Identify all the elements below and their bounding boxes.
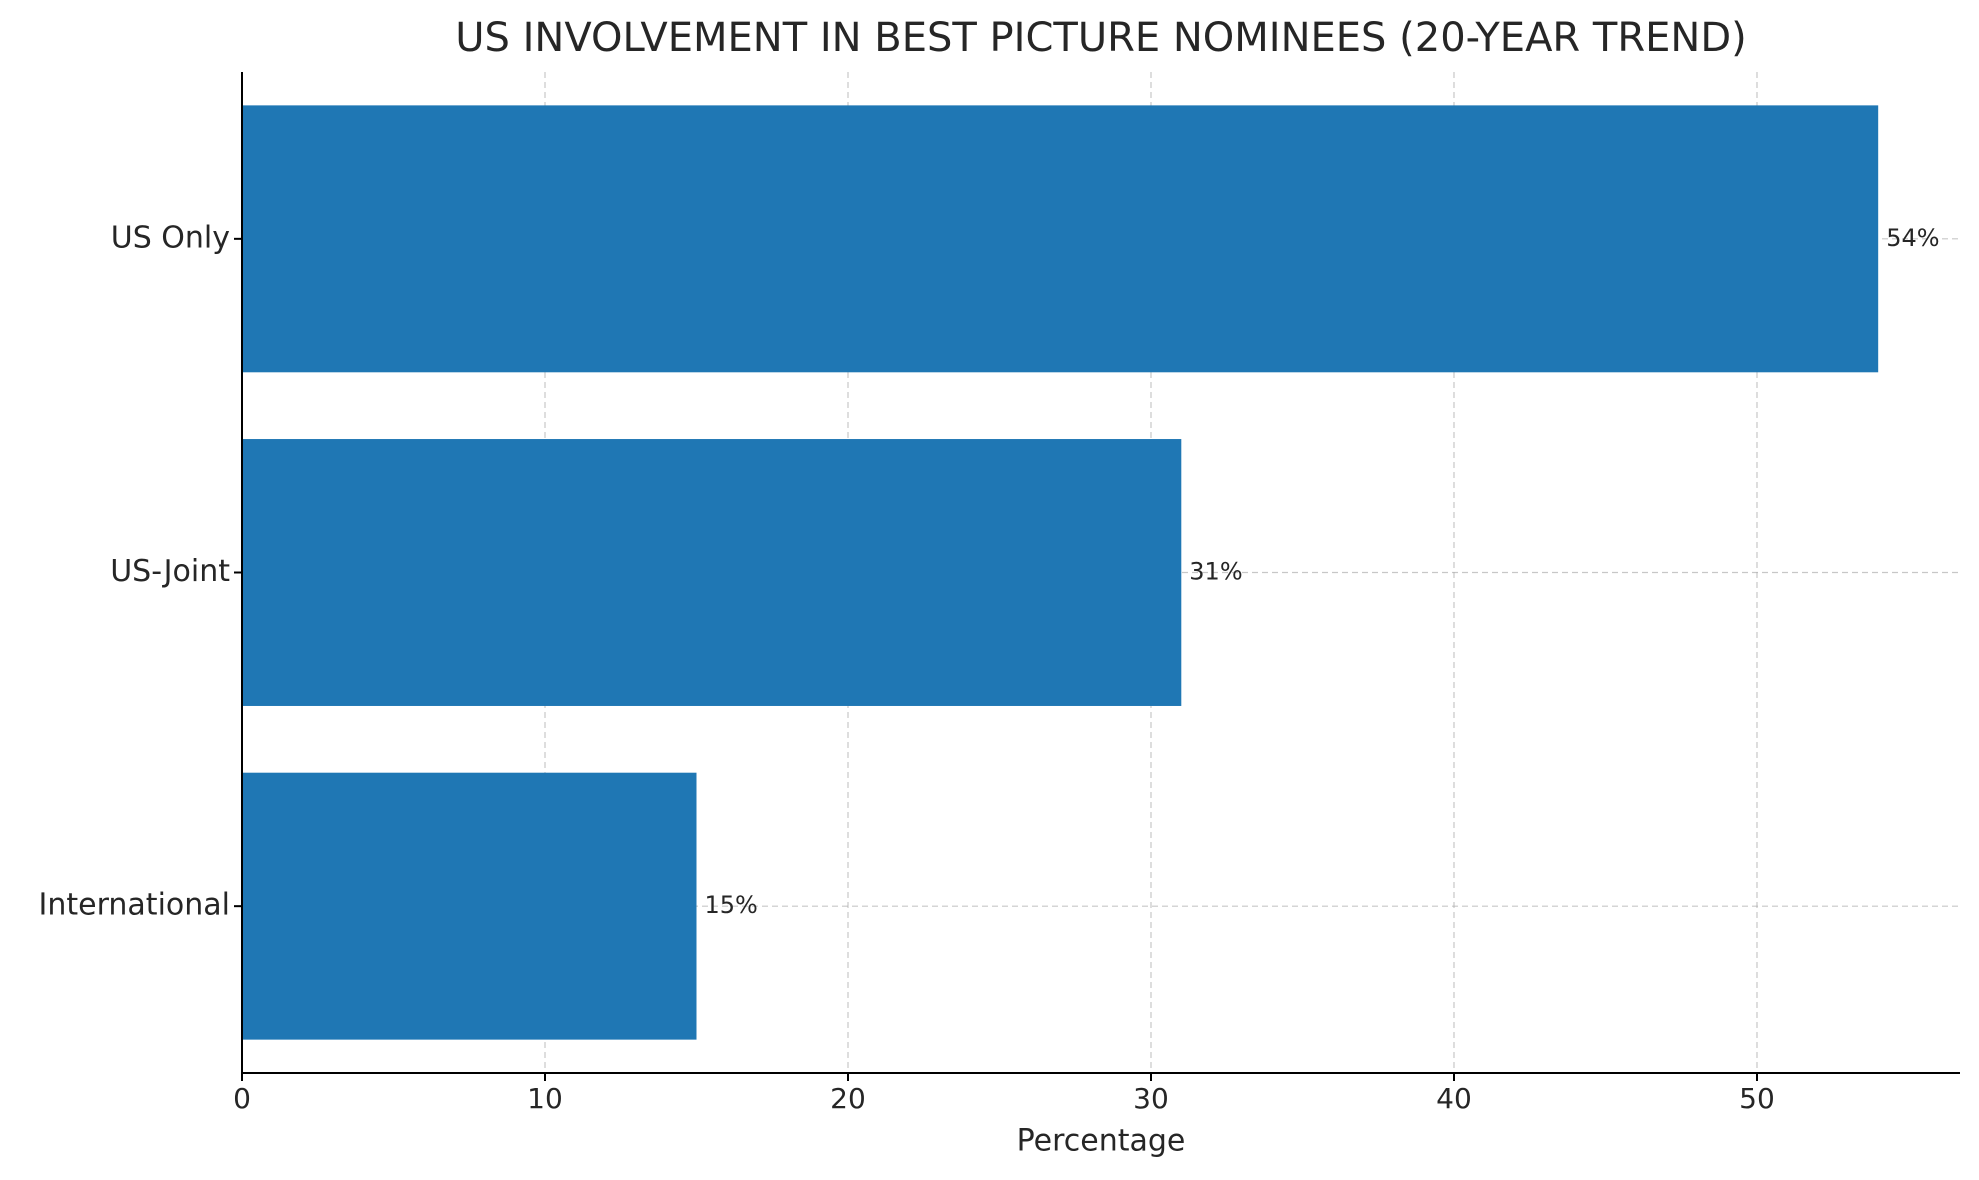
x-tick-label: 0 bbox=[233, 1082, 251, 1115]
y-tick-label: US Only bbox=[111, 220, 230, 255]
x-tick-label: 20 bbox=[830, 1082, 866, 1115]
value-label: 54% bbox=[1886, 224, 1939, 252]
bar bbox=[242, 772, 697, 1040]
bar bbox=[242, 105, 1879, 373]
chart-title: US INVOLVEMENT IN BEST PICTURE NOMINEES … bbox=[455, 15, 1747, 61]
x-tick-label: 30 bbox=[1133, 1082, 1169, 1115]
x-tick-label: 40 bbox=[1436, 1082, 1472, 1115]
bar bbox=[242, 439, 1182, 706]
value-label: 15% bbox=[704, 891, 757, 919]
x-tick-label: 50 bbox=[1739, 1082, 1775, 1115]
y-tick-label: International bbox=[39, 888, 230, 923]
x-axis-label: Percentage bbox=[1017, 1124, 1186, 1159]
x-tick-label: 10 bbox=[527, 1082, 563, 1115]
y-tick-label: US-Joint bbox=[110, 554, 230, 589]
value-label: 31% bbox=[1189, 558, 1242, 586]
